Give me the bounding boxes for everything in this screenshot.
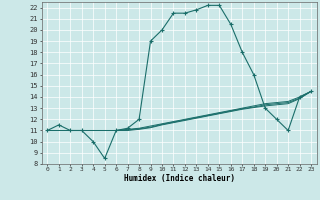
X-axis label: Humidex (Indice chaleur): Humidex (Indice chaleur) xyxy=(124,174,235,183)
